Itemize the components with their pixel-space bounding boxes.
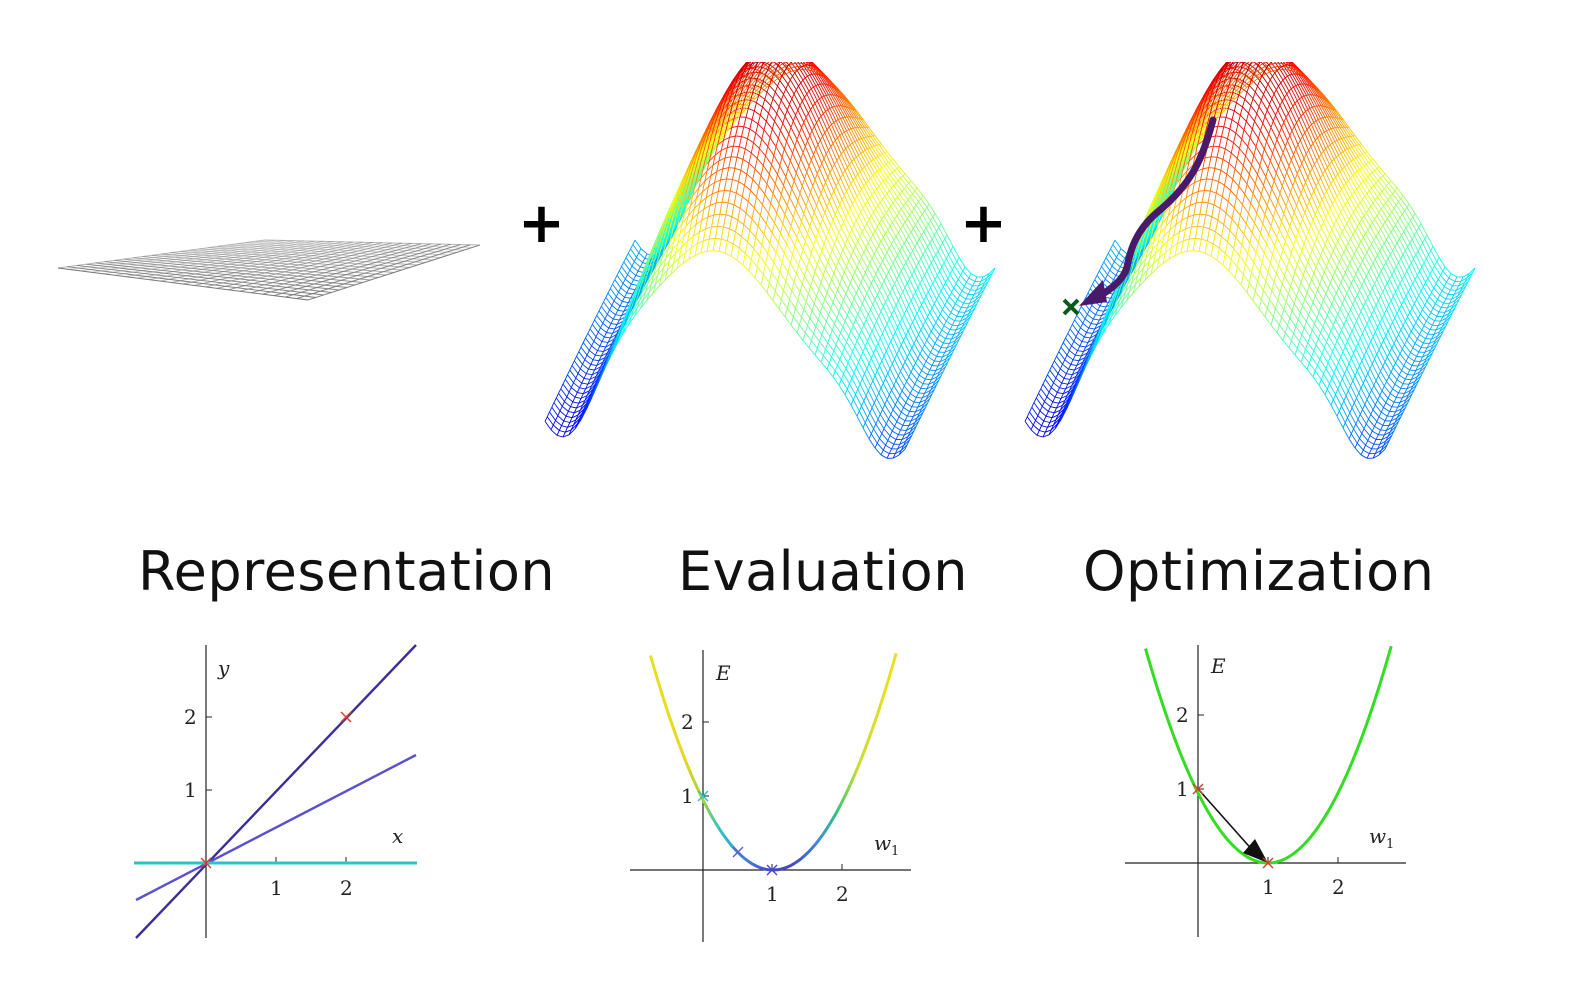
gradient-step-arrowhead	[1243, 839, 1268, 863]
tick-label-x-1: 1	[270, 876, 283, 900]
descent-arrowhead	[1079, 280, 1107, 306]
line-slope-1	[135, 644, 417, 939]
evaluation-markers	[697, 790, 778, 876]
error-curve	[649, 652, 898, 872]
title-optimization: Optimization	[1083, 540, 1435, 603]
y-axis-label: E	[1210, 654, 1226, 678]
tick-label-y-1: 1	[1176, 777, 1189, 801]
gradient-step-arrow	[1198, 789, 1256, 854]
tick-label-x-1: 1	[1262, 875, 1275, 899]
y-axis-label: E	[715, 661, 731, 685]
title-evaluation: Evaluation	[678, 540, 968, 603]
x-axis-label: w	[1369, 824, 1386, 848]
tick-label-y-2: 2	[184, 705, 197, 729]
error-curve	[1144, 645, 1393, 865]
tick-label-y-1: 1	[681, 784, 694, 808]
tick-label-x-2: 2	[1332, 875, 1345, 899]
title-representation: Representation	[138, 540, 556, 603]
tick-label-x-2: 2	[836, 882, 849, 906]
optimization-markers	[1192, 783, 1274, 869]
flat-plane-surface	[57, 239, 481, 301]
tick-label-y-2: 2	[1176, 703, 1189, 727]
line-slope-half	[135, 753, 417, 902]
tick-label-y-2: 2	[681, 710, 694, 734]
x-axis-label: w	[874, 831, 891, 855]
representation-plot: 1 2 1 2 y x	[134, 644, 417, 939]
minimum-marker	[1062, 298, 1080, 316]
x-axis-label: x	[392, 824, 403, 848]
evaluation-plot: 1 2 1 2 E w 1	[630, 650, 911, 942]
x-axis-label-subscript: 1	[1386, 837, 1394, 852]
plus-operator-2: +	[960, 191, 1007, 256]
data-point-marker	[200, 711, 352, 869]
saddle-surface	[544, 62, 996, 459]
tick-label-x-2: 2	[340, 876, 353, 900]
tick-label-y-1: 1	[184, 778, 197, 802]
y-axis-label: y	[217, 656, 230, 680]
tick-label-x-1: 1	[766, 882, 779, 906]
saddle-surface-with-path	[1024, 62, 1476, 459]
x-axis-label-subscript: 1	[891, 844, 899, 859]
optimization-plot: 1 2 1 2 E w 1	[1125, 645, 1406, 937]
descent-path	[1087, 116, 1217, 304]
plus-operator-1: +	[518, 191, 565, 256]
